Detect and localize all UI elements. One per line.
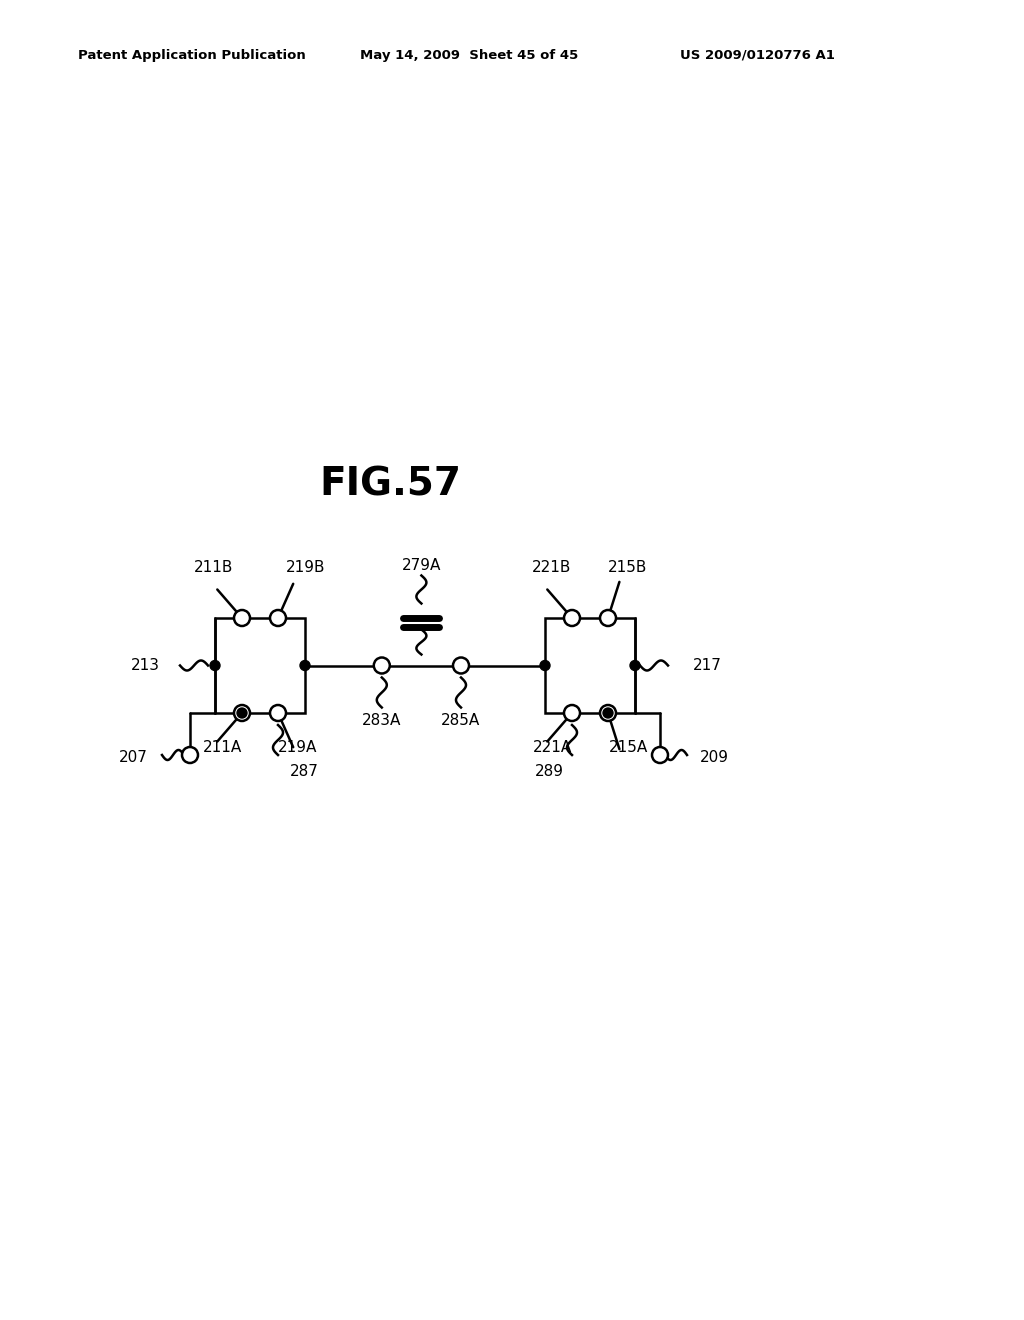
Text: 279A: 279A [401,558,441,573]
Circle shape [564,610,580,626]
Text: 287: 287 [290,763,318,779]
Text: 217: 217 [693,657,722,673]
Circle shape [600,610,616,626]
Text: 215B: 215B [608,561,648,576]
Text: 221A: 221A [532,741,571,755]
Circle shape [603,708,613,718]
Circle shape [652,747,668,763]
Text: 219A: 219A [279,741,317,755]
Circle shape [300,660,310,671]
Text: 283A: 283A [362,713,401,729]
Circle shape [374,657,390,673]
Text: 221B: 221B [532,561,571,576]
Circle shape [540,660,550,671]
Text: 289: 289 [535,763,564,779]
Text: 213: 213 [131,657,160,673]
Text: 211A: 211A [203,741,242,755]
Text: 207: 207 [119,750,148,764]
Text: Patent Application Publication: Patent Application Publication [78,49,306,62]
Text: 209: 209 [700,750,729,764]
Text: US 2009/0120776 A1: US 2009/0120776 A1 [680,49,835,62]
Text: FIG.57: FIG.57 [319,466,461,504]
Circle shape [237,708,247,718]
Circle shape [182,747,198,763]
Text: 219B: 219B [287,561,326,576]
Circle shape [270,610,286,626]
Circle shape [234,610,250,626]
Bar [215,618,305,713]
Text: 285A: 285A [441,713,480,729]
Circle shape [234,705,250,721]
Text: May 14, 2009  Sheet 45 of 45: May 14, 2009 Sheet 45 of 45 [360,49,579,62]
Circle shape [564,705,580,721]
Bar [545,618,635,713]
Text: 215A: 215A [608,741,647,755]
Circle shape [630,660,640,671]
Circle shape [210,660,220,671]
Circle shape [453,657,469,673]
Text: 211B: 211B [195,561,233,576]
Circle shape [600,705,616,721]
Circle shape [270,705,286,721]
